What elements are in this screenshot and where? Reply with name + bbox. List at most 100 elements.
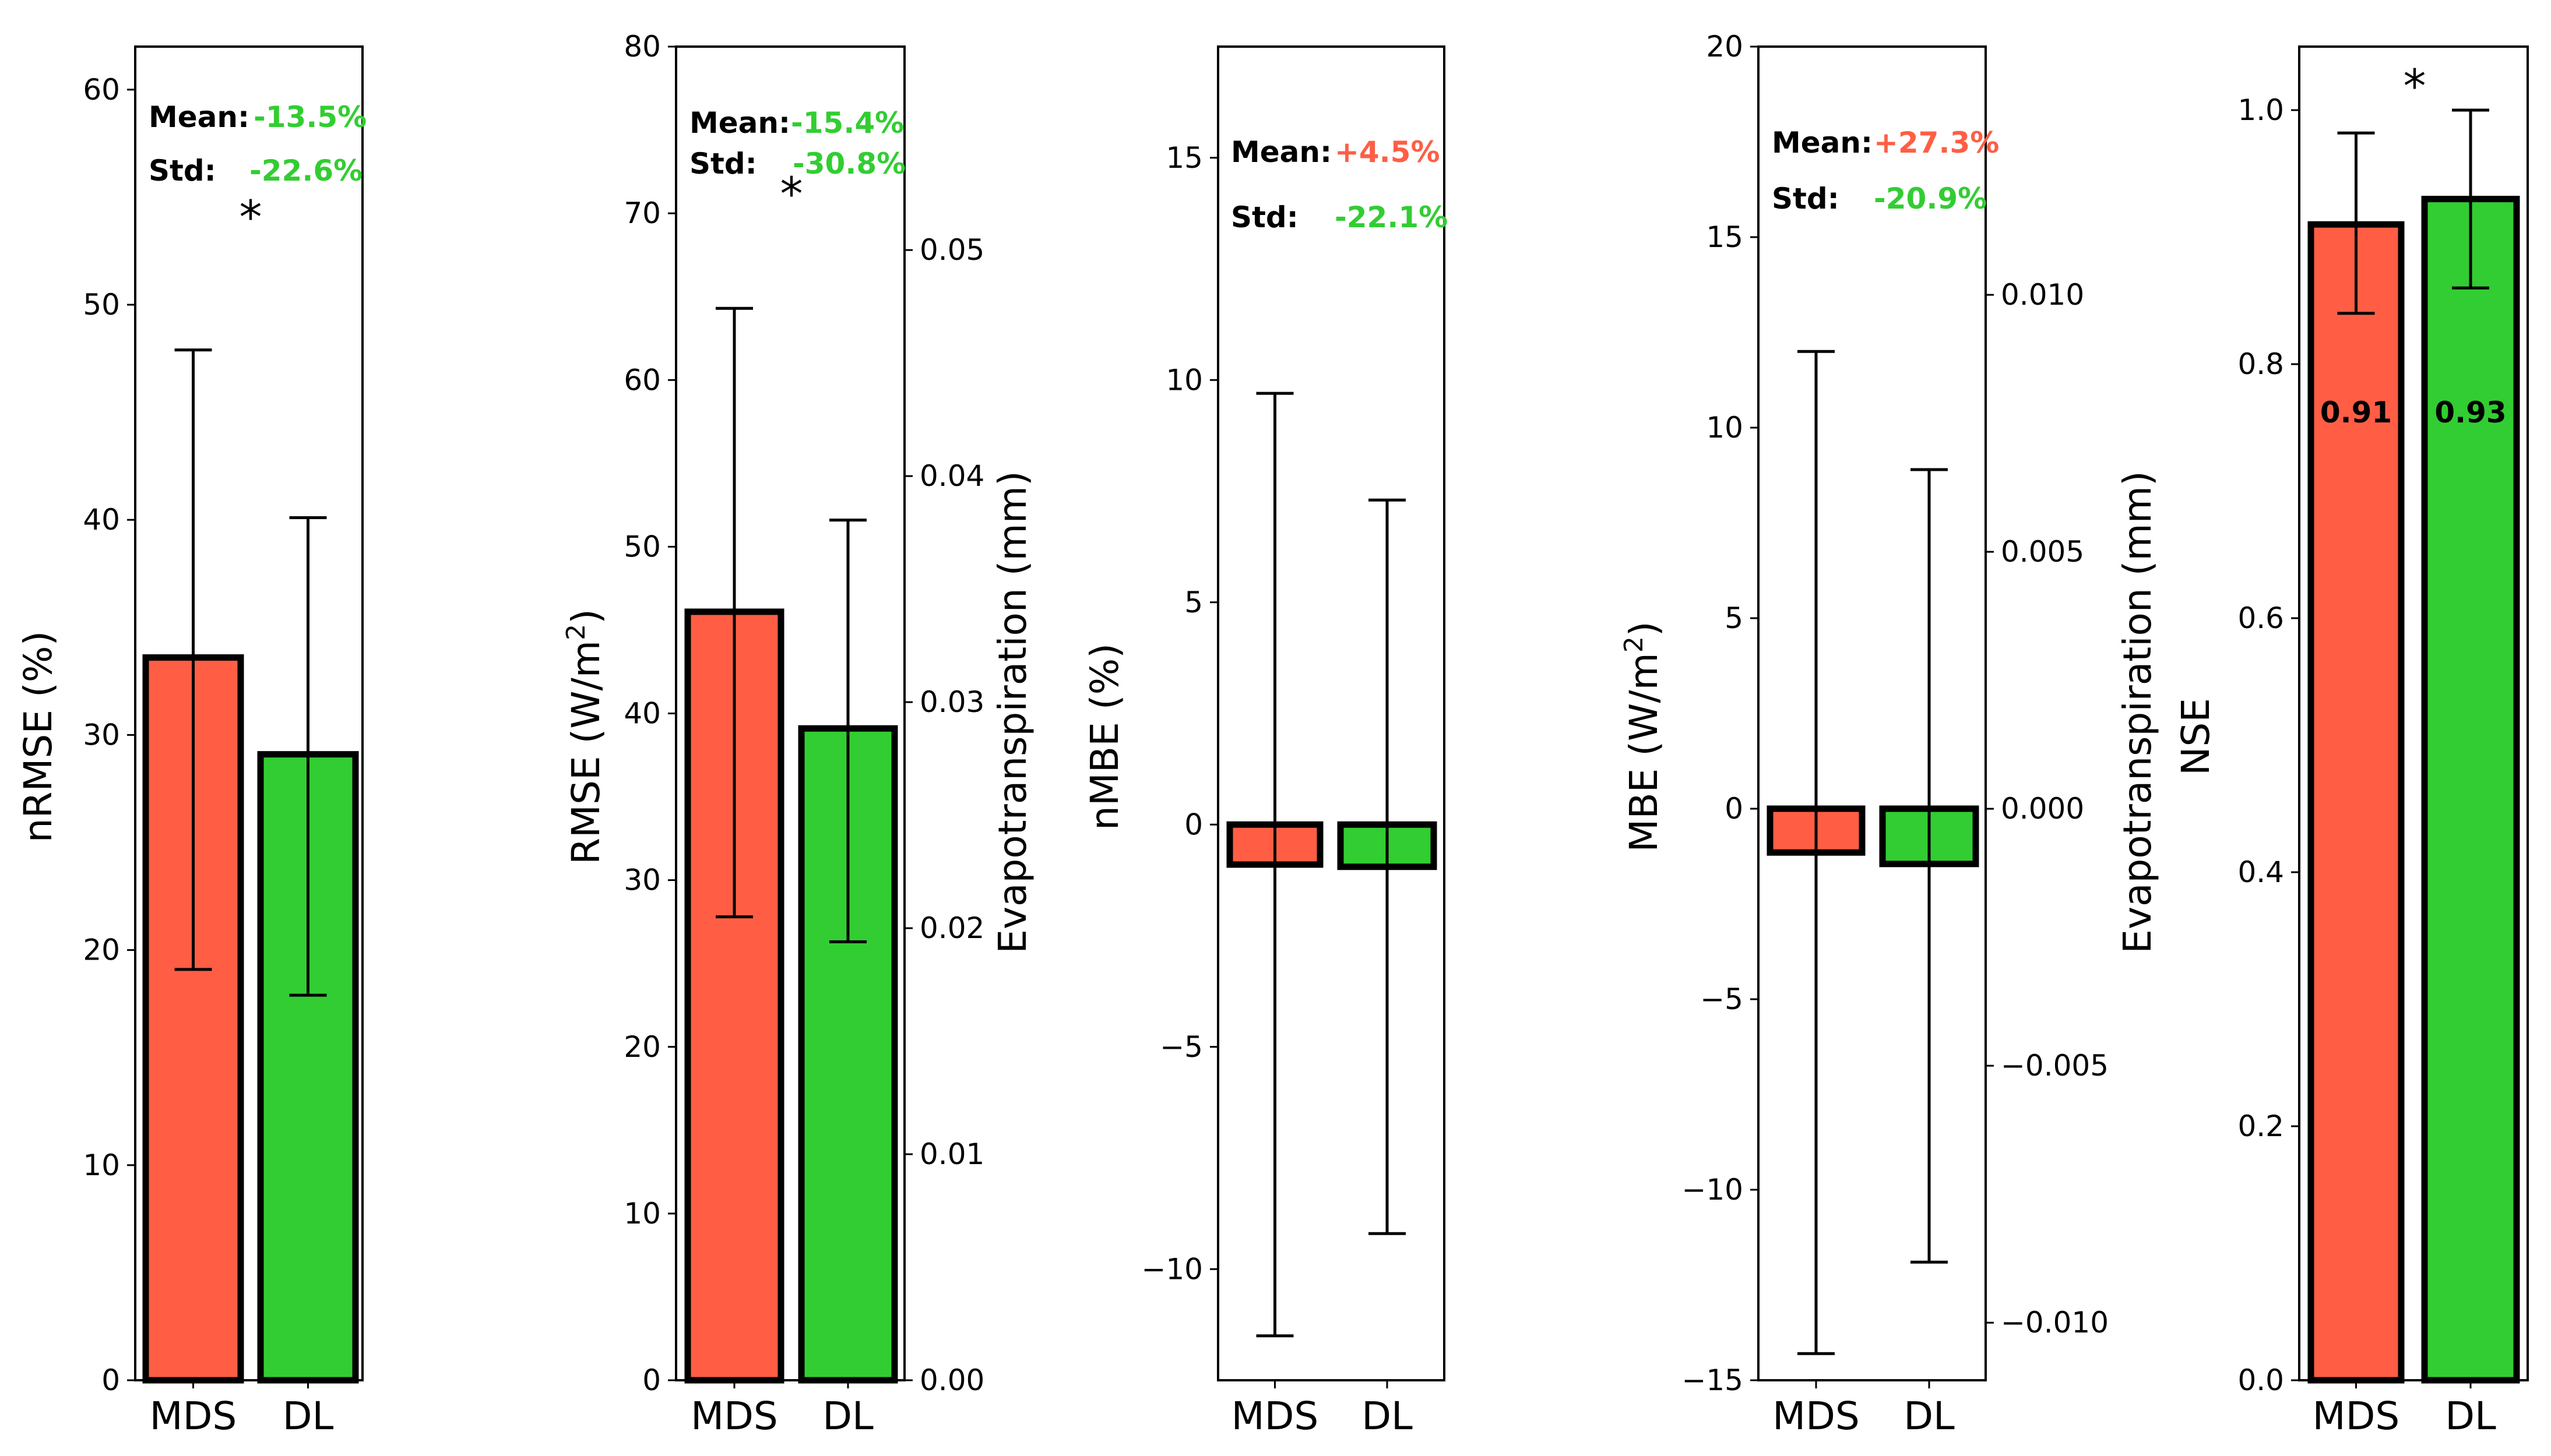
y2-tick-label: −0.005 <box>2001 1049 2109 1083</box>
x-tick-label: MDS <box>1772 1394 1860 1439</box>
y2-axis-label: Evapotranspiration (mm) <box>2115 471 2160 953</box>
y-tick-label: 0 <box>1725 792 1743 826</box>
y-tick-label: 50 <box>624 530 661 563</box>
significance-marker: * <box>2404 61 2426 113</box>
significance-marker: * <box>780 168 803 221</box>
x-tick-label: DL <box>1903 1394 1955 1439</box>
y2-tick-label: −0.010 <box>2001 1306 2109 1339</box>
x-tick-label: MDS <box>150 1394 237 1439</box>
stat-mean-value: +4.5% <box>1335 135 1440 169</box>
y-tick-label: 20 <box>624 1030 661 1064</box>
panel-2: MDS DL 0 10 20 30 40 50 60 70 80 RMSE (W/m2) 0.00 0.0… <box>561 30 1036 1439</box>
y-tick-label: 80 <box>624 30 661 64</box>
y-tick-label: 5 <box>1725 601 1743 635</box>
axes-frame <box>1757 45 1987 1381</box>
stat-mean-label: Mean: <box>1231 135 1332 169</box>
y-tick-label: 10 <box>1706 411 1743 445</box>
y2-tick-label: 0.01 <box>920 1137 984 1171</box>
y-axis-label: NSE <box>2173 698 2218 775</box>
y-axis-label: nMBE (%) <box>1082 643 1127 830</box>
y-tick-label: 70 <box>624 196 661 230</box>
y-tick-label: 0 <box>642 1363 661 1397</box>
stat-std-value: -22.6% <box>249 154 363 188</box>
stat-std-label: Std: <box>149 154 216 188</box>
y-tick-label: 40 <box>624 697 661 731</box>
y-axis-label: nRMSE (%) <box>16 631 61 842</box>
y-tick-label: 20 <box>83 933 120 967</box>
y-tick-label: −10 <box>1141 1252 1203 1286</box>
y-tick-label: 10 <box>624 1197 661 1231</box>
y-tick-label: −10 <box>1681 1173 1743 1207</box>
y-axis-label-end: ) <box>564 609 608 624</box>
x-tick-label: DL <box>2445 1394 2496 1439</box>
y-tick-label: 60 <box>624 363 661 397</box>
bar-mds <box>2307 221 2405 1384</box>
y-axis-label: RMSE (W/m2) <box>561 609 609 865</box>
stat-mean-value: +27.3% <box>1874 126 1999 160</box>
panel-3: MDS DL −10 −5 0 5 10 15 nMBE (%) Mean: +4.5% Std: -2… <box>1082 45 1448 1439</box>
y-tick-label: −15 <box>1681 1363 1743 1397</box>
y-tick-label: 60 <box>83 73 120 107</box>
stat-mean-value: -13.5% <box>254 100 367 134</box>
axes-frame <box>1217 45 1445 1381</box>
x-tick-label: DL <box>283 1394 334 1439</box>
x-tick-label: MDS <box>1231 1394 1319 1439</box>
x-tick-label: MDS <box>2313 1394 2400 1439</box>
y-tick-label: 40 <box>83 503 120 537</box>
y-tick-label: 50 <box>83 288 120 322</box>
stat-mean-label: Mean: <box>689 106 790 140</box>
y-tick-label: 30 <box>83 718 120 752</box>
x-tick-label: MDS <box>691 1394 778 1439</box>
y-tick-label: 0.0 <box>2237 1363 2284 1397</box>
stat-std-label: Std: <box>1231 200 1299 234</box>
value-label: 0.91 <box>2320 396 2392 429</box>
stat-mean-value: -15.4% <box>791 106 904 140</box>
y-axis-label: MBE (W/m2) <box>1619 621 1667 852</box>
y2-tick-label: 0.05 <box>920 233 984 267</box>
y-tick-label: 0.8 <box>2237 347 2284 381</box>
y2-tick-label: 0.02 <box>920 911 984 945</box>
y-tick-label: 15 <box>1706 220 1743 254</box>
value-label: 0.93 <box>2434 396 2506 429</box>
y-axis-label-superscript: 2 <box>561 624 591 640</box>
x-tick-label: DL <box>822 1394 874 1439</box>
y-tick-label: 20 <box>1706 30 1743 64</box>
y-tick-label: 10 <box>83 1148 120 1182</box>
y-tick-label: 0 <box>101 1363 120 1397</box>
y2-axis-label: Evapotranspiration (mm) <box>990 471 1035 953</box>
panel-1: MDS DL 0 10 20 30 40 50 60 nRMSE (%) Mean: -13.5% St… <box>16 45 367 1439</box>
y2-tick-label: 0.04 <box>920 459 984 493</box>
y-tick-label: 1.0 <box>2237 93 2284 127</box>
stat-std-value: -30.8% <box>793 147 906 181</box>
y-tick-label: 0 <box>1184 808 1203 841</box>
y-tick-label: −5 <box>1160 1030 1203 1064</box>
y-tick-label: −5 <box>1700 982 1743 1016</box>
y-tick-label: 0.6 <box>2237 601 2284 635</box>
stat-std-value: -22.1% <box>1335 200 1448 234</box>
panel-4: MDS DL −15 −10 −5 0 5 10 15 20 MBE (W/m2) −0.010 −0.… <box>1619 30 2161 1439</box>
axes-frame <box>2298 45 2529 1381</box>
y2-tick-label: 0.000 <box>2001 792 2084 826</box>
axes-frame <box>134 45 364 1381</box>
y-tick-label: 5 <box>1184 586 1203 619</box>
stat-mean-label: Mean: <box>149 100 249 134</box>
y2-tick-label: 0.00 <box>920 1363 984 1397</box>
y-tick-label: 10 <box>1166 363 1203 397</box>
y-tick-label: 15 <box>1166 141 1203 175</box>
significance-marker: * <box>240 192 262 244</box>
y-tick-label: 0.2 <box>2237 1109 2284 1143</box>
x-tick-label: DL <box>1361 1394 1413 1439</box>
y-axis-label-superscript: 2 <box>1619 636 1649 653</box>
y2-tick-label: 0.005 <box>2001 535 2084 569</box>
y-axis-label-end: ) <box>1621 621 1666 636</box>
y2-tick-label: 0.010 <box>2001 278 2084 312</box>
bar-dl <box>2421 196 2520 1384</box>
y-tick-label: 0.4 <box>2237 855 2284 889</box>
panel-5: MDS 0.91 DL 0.93 0.0 0.2 0.4 0.6 0.8 1.0 NSE * <box>2173 45 2529 1439</box>
y-tick-label: 30 <box>624 863 661 897</box>
y2-tick-label: 0.03 <box>920 685 984 719</box>
stat-mean-label: Mean: <box>1772 126 1873 160</box>
stat-std-label: Std: <box>1772 182 1839 216</box>
stat-std-label: Std: <box>689 147 757 181</box>
